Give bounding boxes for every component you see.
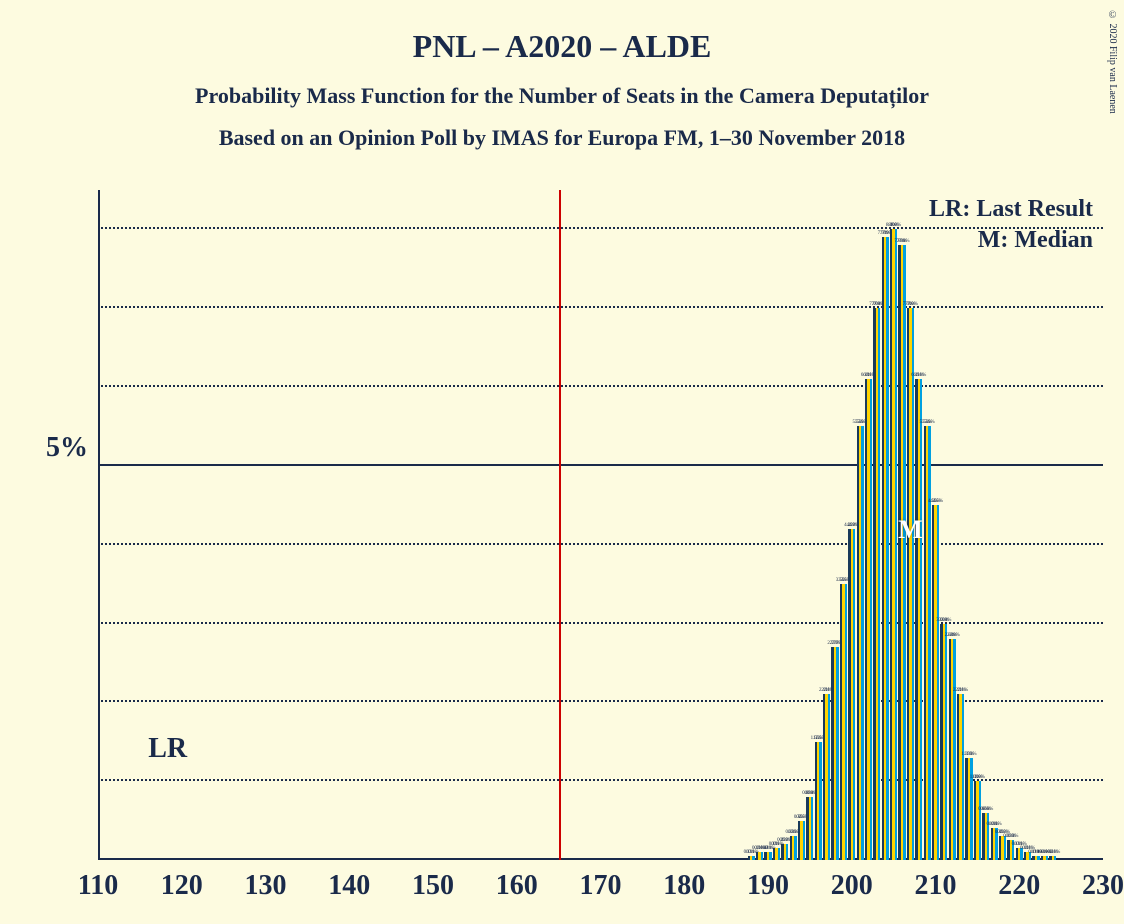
bar	[920, 379, 922, 860]
gridline	[98, 464, 1103, 466]
chart-subtitle-2: Based on an Opinion Poll by IMAS for Eur…	[0, 125, 1124, 151]
lr-label: LR	[148, 733, 187, 765]
bar-value-label: 6.1%	[916, 373, 926, 378]
x-tick-label: 200	[831, 870, 873, 902]
bar	[953, 639, 955, 860]
bar	[895, 229, 897, 860]
y-axis-tick-5: 5%	[46, 432, 88, 464]
last-result-line	[559, 190, 561, 860]
chart-subtitle-1: Probability Mass Function for the Number…	[0, 83, 1124, 109]
bar	[778, 848, 780, 860]
x-tick-label: 180	[663, 870, 705, 902]
bar-value-label: 3.0%	[941, 618, 951, 623]
bar	[769, 852, 771, 860]
gridline	[98, 306, 1103, 308]
bar-value-label: 8.0%	[891, 223, 901, 228]
bar-value-label: 0.4%	[991, 822, 1001, 827]
x-tick-label: 230	[1082, 870, 1124, 902]
bar	[761, 852, 763, 860]
gridline	[98, 622, 1103, 624]
bar	[752, 856, 754, 860]
bar	[845, 584, 847, 860]
bar-value-label: 7.0%	[908, 302, 918, 307]
legend-median: M: Median	[929, 227, 1093, 254]
bar	[811, 797, 813, 860]
bar	[853, 529, 855, 860]
chart-title: PNL – A2020 – ALDE	[0, 0, 1124, 65]
bar	[861, 426, 863, 860]
bar	[1037, 856, 1039, 860]
x-tick-label: 120	[161, 870, 203, 902]
bar-value-label: 4.5%	[933, 499, 943, 504]
legend-lr: LR: Last Result	[929, 196, 1093, 223]
gridline	[98, 385, 1103, 387]
gridline	[98, 227, 1103, 229]
bar	[828, 694, 830, 860]
bar	[928, 426, 930, 860]
x-tick-label: 130	[245, 870, 287, 902]
bar-value-label: 1.0%	[975, 775, 985, 780]
bar	[786, 844, 788, 860]
median-label: M	[898, 515, 923, 545]
bar	[1054, 856, 1056, 860]
x-tick-label: 110	[78, 870, 118, 902]
bar-value-label: 0.1%	[1050, 850, 1060, 855]
x-tick-label: 220	[998, 870, 1040, 902]
bar	[819, 742, 821, 860]
bar-value-label: 7.8%	[899, 239, 909, 244]
bar-value-label: 0.6%	[983, 807, 993, 812]
copyright-label: © 2020 Filip van Laenen	[1107, 10, 1118, 114]
bar	[836, 647, 838, 860]
x-tick-label: 160	[496, 870, 538, 902]
bar	[878, 308, 880, 860]
gridline	[98, 543, 1103, 545]
bar	[979, 781, 981, 860]
x-tick-label: 140	[328, 870, 370, 902]
bar	[794, 836, 796, 860]
x-tick-label: 210	[915, 870, 957, 902]
bar	[803, 821, 805, 860]
chart-container: PNL – A2020 – ALDE Probability Mass Func…	[0, 0, 1124, 924]
x-tick-label: 170	[580, 870, 622, 902]
bar	[870, 379, 872, 860]
bar	[937, 505, 939, 860]
bar-value-label: 5.5%	[924, 420, 934, 425]
bar	[987, 813, 989, 860]
bar	[903, 245, 905, 860]
bar	[945, 624, 947, 860]
x-tick-label: 150	[412, 870, 454, 902]
x-tick-label: 190	[747, 870, 789, 902]
bar-value-label: 2.8%	[949, 633, 959, 638]
bar	[962, 694, 964, 860]
y-axis-line	[98, 190, 100, 860]
bar	[886, 237, 888, 860]
bar	[912, 308, 914, 860]
bar	[1004, 836, 1006, 860]
bar-value-label: 1.3%	[966, 752, 976, 757]
bar-value-label: 2.1%	[958, 688, 968, 693]
plot-area: LR: Last Result M: Median 0.1%0.1%0.1%0.…	[98, 190, 1103, 860]
bar	[970, 758, 972, 860]
bar	[1046, 856, 1048, 860]
bar-value-label: 0.3%	[1008, 834, 1018, 839]
